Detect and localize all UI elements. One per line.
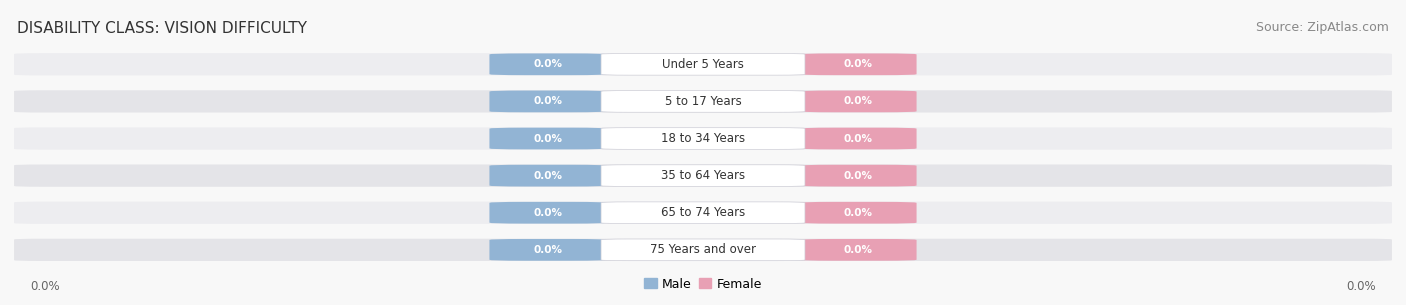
FancyBboxPatch shape — [14, 202, 1392, 224]
Text: 5 to 17 Years: 5 to 17 Years — [665, 95, 741, 108]
Text: 75 Years and over: 75 Years and over — [650, 243, 756, 256]
Text: 18 to 34 Years: 18 to 34 Years — [661, 132, 745, 145]
FancyBboxPatch shape — [489, 91, 606, 112]
FancyBboxPatch shape — [600, 202, 806, 224]
Legend: Male, Female: Male, Female — [640, 273, 766, 296]
Text: 35 to 64 Years: 35 to 64 Years — [661, 169, 745, 182]
Text: 0.0%: 0.0% — [533, 134, 562, 144]
FancyBboxPatch shape — [800, 165, 917, 186]
Text: 0.0%: 0.0% — [844, 208, 873, 218]
Text: 0.0%: 0.0% — [844, 96, 873, 106]
Text: 0.0%: 0.0% — [844, 59, 873, 69]
Text: DISABILITY CLASS: VISION DIFFICULTY: DISABILITY CLASS: VISION DIFFICULTY — [17, 21, 307, 36]
FancyBboxPatch shape — [14, 53, 1392, 75]
Text: 0.0%: 0.0% — [844, 245, 873, 255]
FancyBboxPatch shape — [800, 53, 917, 75]
FancyBboxPatch shape — [800, 128, 917, 149]
FancyBboxPatch shape — [14, 239, 1392, 261]
Text: 65 to 74 Years: 65 to 74 Years — [661, 206, 745, 219]
FancyBboxPatch shape — [800, 91, 917, 112]
FancyBboxPatch shape — [489, 53, 606, 75]
Text: 0.0%: 0.0% — [844, 134, 873, 144]
FancyBboxPatch shape — [800, 202, 917, 224]
Text: 0.0%: 0.0% — [533, 245, 562, 255]
FancyBboxPatch shape — [800, 239, 917, 261]
FancyBboxPatch shape — [14, 90, 1392, 113]
Text: Source: ZipAtlas.com: Source: ZipAtlas.com — [1256, 21, 1389, 34]
FancyBboxPatch shape — [600, 165, 806, 186]
Text: 0.0%: 0.0% — [1346, 279, 1375, 292]
Text: 0.0%: 0.0% — [844, 170, 873, 181]
FancyBboxPatch shape — [14, 164, 1392, 187]
Text: 0.0%: 0.0% — [533, 59, 562, 69]
Text: 0.0%: 0.0% — [533, 96, 562, 106]
Text: 0.0%: 0.0% — [31, 279, 60, 292]
FancyBboxPatch shape — [489, 128, 606, 149]
FancyBboxPatch shape — [600, 91, 806, 112]
Text: 0.0%: 0.0% — [533, 170, 562, 181]
Text: Under 5 Years: Under 5 Years — [662, 58, 744, 71]
FancyBboxPatch shape — [600, 53, 806, 75]
FancyBboxPatch shape — [489, 165, 606, 186]
FancyBboxPatch shape — [489, 239, 606, 261]
FancyBboxPatch shape — [600, 128, 806, 149]
FancyBboxPatch shape — [600, 239, 806, 261]
FancyBboxPatch shape — [489, 202, 606, 224]
Text: 0.0%: 0.0% — [533, 208, 562, 218]
FancyBboxPatch shape — [14, 127, 1392, 150]
